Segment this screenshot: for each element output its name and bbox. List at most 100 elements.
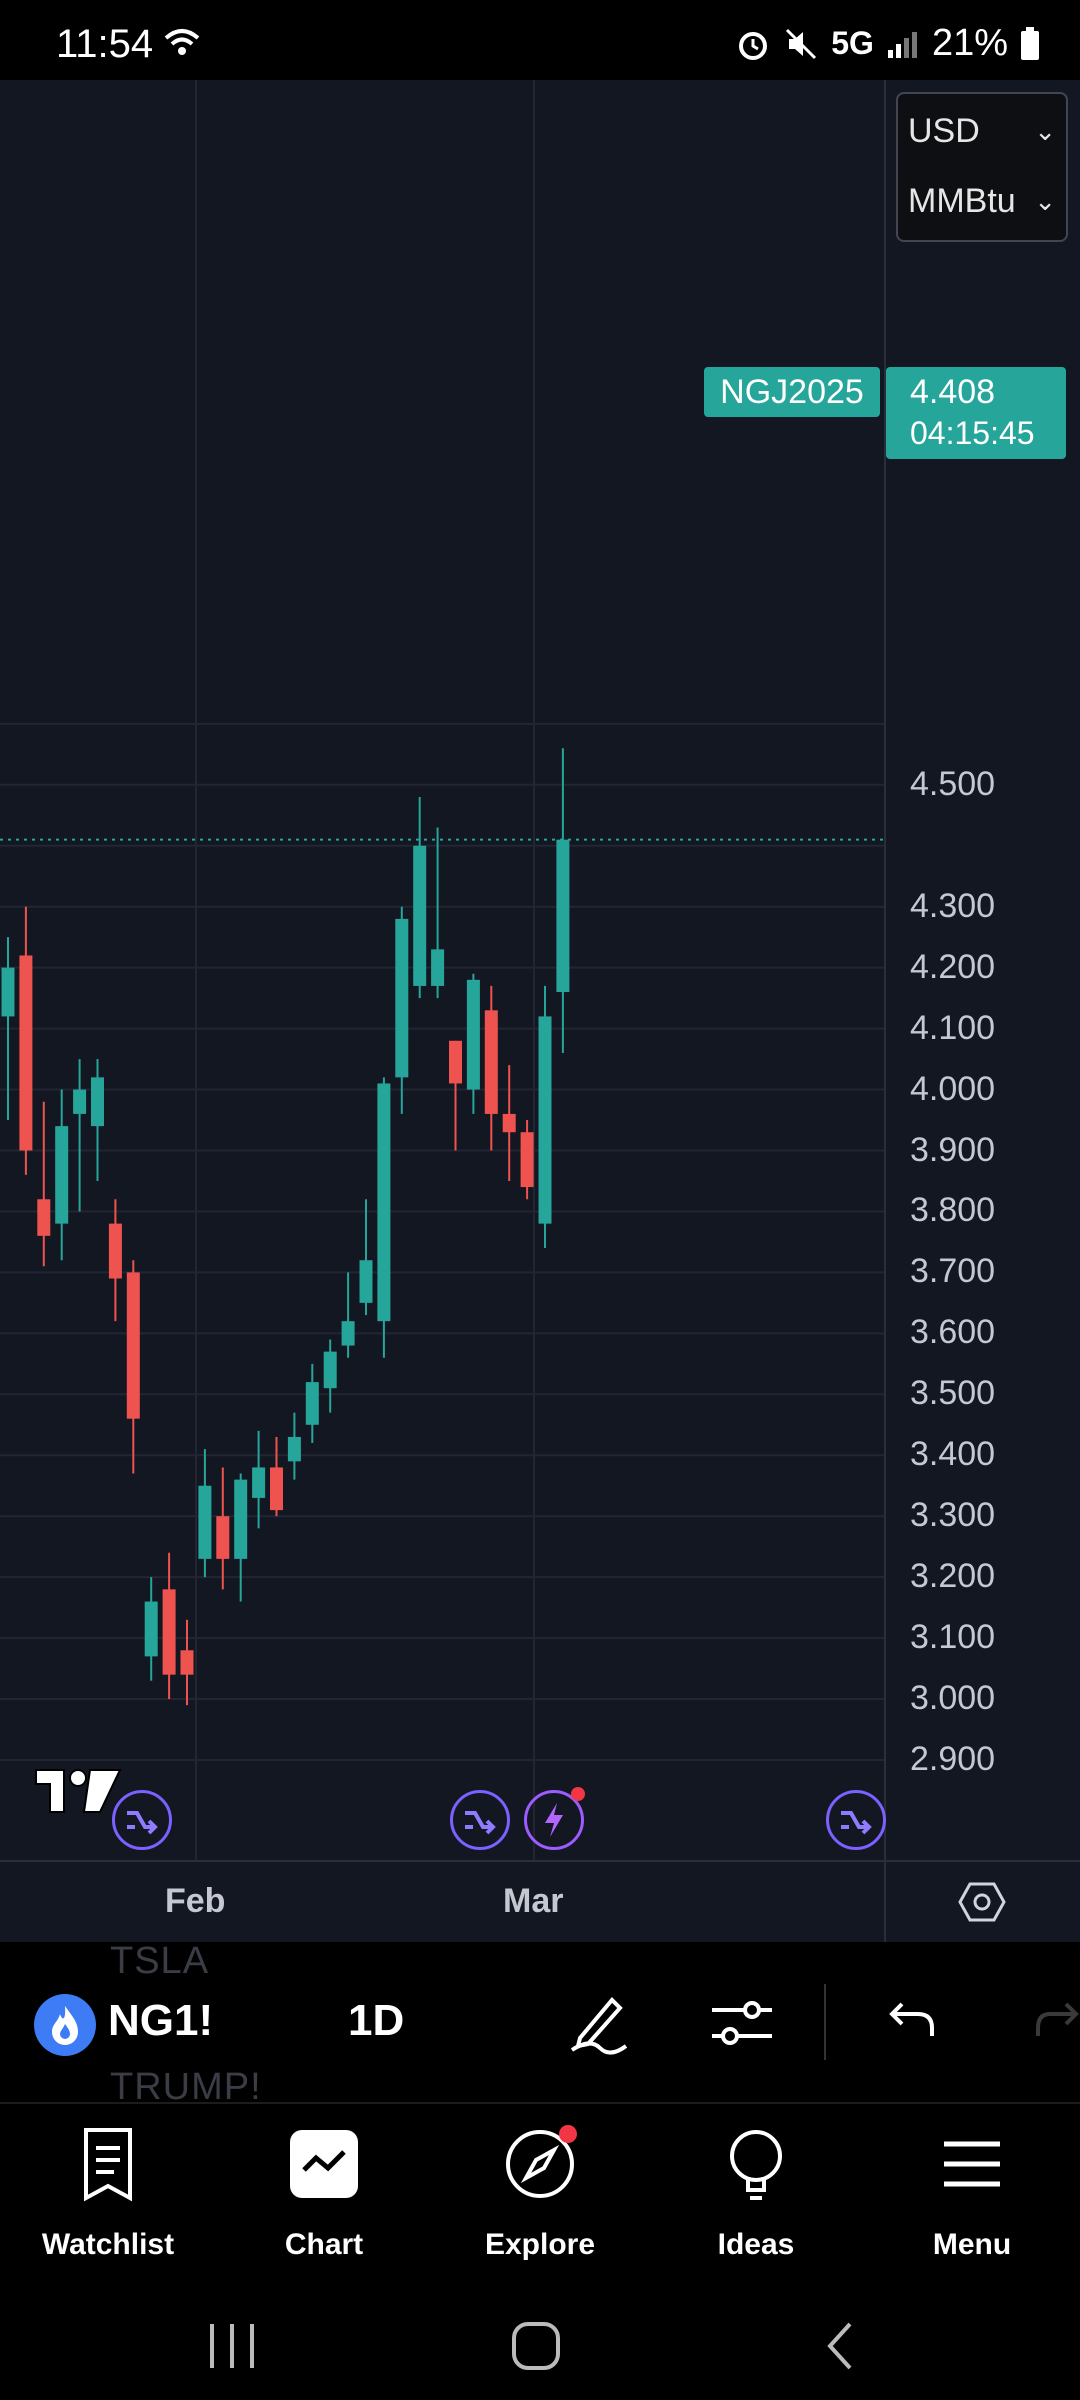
chart-toolbar: TSLA TRUMP! NG1! 1D [0, 1940, 1080, 2108]
price-tick-label: 3.600 [910, 1313, 996, 1352]
settings-hex-icon [958, 1882, 1006, 1922]
ghost-symbol-bottom: TRUMP! [110, 2066, 262, 2108]
dividend-event-icon[interactable] [826, 1790, 886, 1850]
price-tick-label: 4.300 [910, 886, 996, 925]
nav-explore[interactable]: Explore [440, 2124, 640, 2274]
compass-icon [506, 2125, 577, 2198]
nav-label-menu: Menu [932, 2228, 1012, 2261]
dividend-event-icon[interactable] [450, 1790, 510, 1850]
price-tick-label: 4.100 [910, 1008, 996, 1047]
price-tick-label: 4.500 [910, 764, 996, 803]
candle-body[interactable] [216, 1516, 230, 1559]
candle-body[interactable] [91, 1077, 104, 1127]
candle-body[interactable] [413, 845, 427, 986]
candle-body[interactable] [37, 1199, 51, 1236]
system-nav-bar [0, 2292, 1080, 2400]
current-price-tag: 4.408 04:15:45 [886, 367, 1066, 459]
candle-body[interactable] [305, 1382, 319, 1425]
drawing-pen-icon[interactable] [560, 1982, 640, 2062]
price-tick-label: 3.000 [910, 1679, 996, 1718]
candle-body[interactable] [395, 918, 409, 1078]
lightbulb-icon [730, 2130, 782, 2200]
candle-body[interactable] [431, 949, 445, 986]
chart-icon [290, 2130, 358, 2198]
back-icon[interactable] [820, 2320, 860, 2372]
interval-button[interactable]: 1D [348, 1996, 405, 2045]
dividend-event-icon[interactable] [112, 1790, 172, 1850]
symbol-price-tag: NGJ2025 [704, 367, 880, 417]
price-tick-label: 3.800 [910, 1191, 996, 1230]
candle-body[interactable] [55, 1126, 69, 1224]
chevron-down-icon: ⌄ [1034, 116, 1056, 146]
recent-apps-icon[interactable] [202, 2320, 262, 2372]
time-axis[interactable]: Feb Mar [0, 1860, 884, 1944]
indicators-sliders-icon[interactable] [702, 1982, 782, 2062]
price-tick-label: 3.500 [910, 1374, 996, 1413]
candle-body[interactable] [466, 979, 480, 1090]
flame-icon[interactable] [34, 1994, 96, 2056]
unit-label[interactable]: MMBtu [908, 182, 1016, 220]
network-label: 5G [831, 25, 874, 61]
alarm-icon [739, 31, 768, 60]
candle-body[interactable] [556, 839, 570, 993]
candlestick-plot[interactable] [0, 80, 884, 1860]
candle-body[interactable] [520, 1132, 534, 1188]
price-axis[interactable]: 4.500 4.300 4.200 4.100 4.000 3.900 3.800 3.700… [886, 80, 1080, 1860]
signal-icon [887, 31, 917, 58]
watchlist-icon [84, 2128, 132, 2202]
candle-body[interactable] [484, 1010, 498, 1114]
undo-icon[interactable] [870, 1982, 950, 2062]
price-tick-label: 3.100 [910, 1618, 996, 1657]
candle-body[interactable] [449, 1040, 462, 1084]
candle-body[interactable] [144, 1601, 158, 1657]
nav-ideas[interactable]: Ideas [656, 2124, 856, 2274]
axis-divider [884, 80, 886, 1942]
price-tick-label: 2.900 [910, 1740, 996, 1778]
nav-label-chart: Chart [284, 2228, 364, 2261]
price-tick-label: 3.400 [910, 1435, 996, 1474]
candle-body[interactable] [162, 1589, 176, 1675]
chart-settings-button[interactable] [886, 1860, 1080, 1944]
redo-icon[interactable] [1030, 1982, 1080, 2062]
nav-chart[interactable]: Chart [224, 2124, 424, 2274]
candle-body[interactable] [538, 1016, 552, 1224]
candle-body[interactable] [198, 1485, 212, 1559]
price-tick-label: 3.700 [910, 1252, 996, 1291]
chart-area[interactable]: 4.500 4.300 4.200 4.100 4.000 3.900 3.800 3.700… [0, 80, 1080, 1942]
candle-body[interactable] [287, 1436, 301, 1462]
ghost-symbol-top: TSLA [110, 1940, 210, 1982]
nav-menu[interactable]: Menu [872, 2124, 1072, 2274]
candle-body[interactable] [73, 1089, 87, 1114]
candle-body[interactable] [252, 1467, 266, 1498]
candle-body[interactable] [377, 1083, 391, 1322]
currency-label[interactable]: USD [908, 112, 980, 150]
candle-body[interactable] [1, 967, 15, 1017]
nav-watchlist[interactable]: Watchlist [8, 2124, 208, 2274]
candle-body[interactable] [108, 1223, 122, 1279]
candle-body[interactable] [270, 1467, 283, 1511]
candle-body[interactable] [180, 1650, 194, 1675]
status-time: 11:54 [56, 22, 154, 66]
candle-body[interactable] [19, 955, 33, 1151]
price-tick-label: 3.300 [910, 1496, 996, 1535]
candle-body[interactable] [341, 1321, 355, 1346]
time-label-feb: Feb [165, 1882, 226, 1920]
nav-label-explore: Explore [484, 2228, 596, 2261]
lightning-event-icon[interactable] [524, 1787, 585, 1850]
nav-label-ideas: Ideas [717, 2228, 795, 2261]
candle-body[interactable] [234, 1479, 248, 1559]
battery-label: 21% [931, 22, 1008, 64]
unit-selector[interactable]: USD ⌄ MMBtu ⌄ [896, 92, 1068, 242]
nav-label-watchlist: Watchlist [41, 2228, 175, 2261]
candle-body[interactable] [359, 1260, 373, 1303]
candle-body[interactable] [126, 1272, 140, 1419]
tradingview-logo [35, 1769, 122, 1813]
chevron-down-icon: ⌄ [1034, 186, 1056, 216]
candle-body[interactable] [323, 1351, 337, 1389]
home-icon[interactable] [508, 2318, 564, 2374]
candle-body[interactable] [502, 1113, 516, 1133]
hamburger-menu-icon [944, 2141, 1000, 2187]
price-tick-label: 3.200 [910, 1557, 996, 1596]
bottom-nav: Watchlist Chart Explore Ideas Menu [0, 2102, 1080, 2294]
symbol-button[interactable]: NG1! [108, 1996, 214, 2045]
